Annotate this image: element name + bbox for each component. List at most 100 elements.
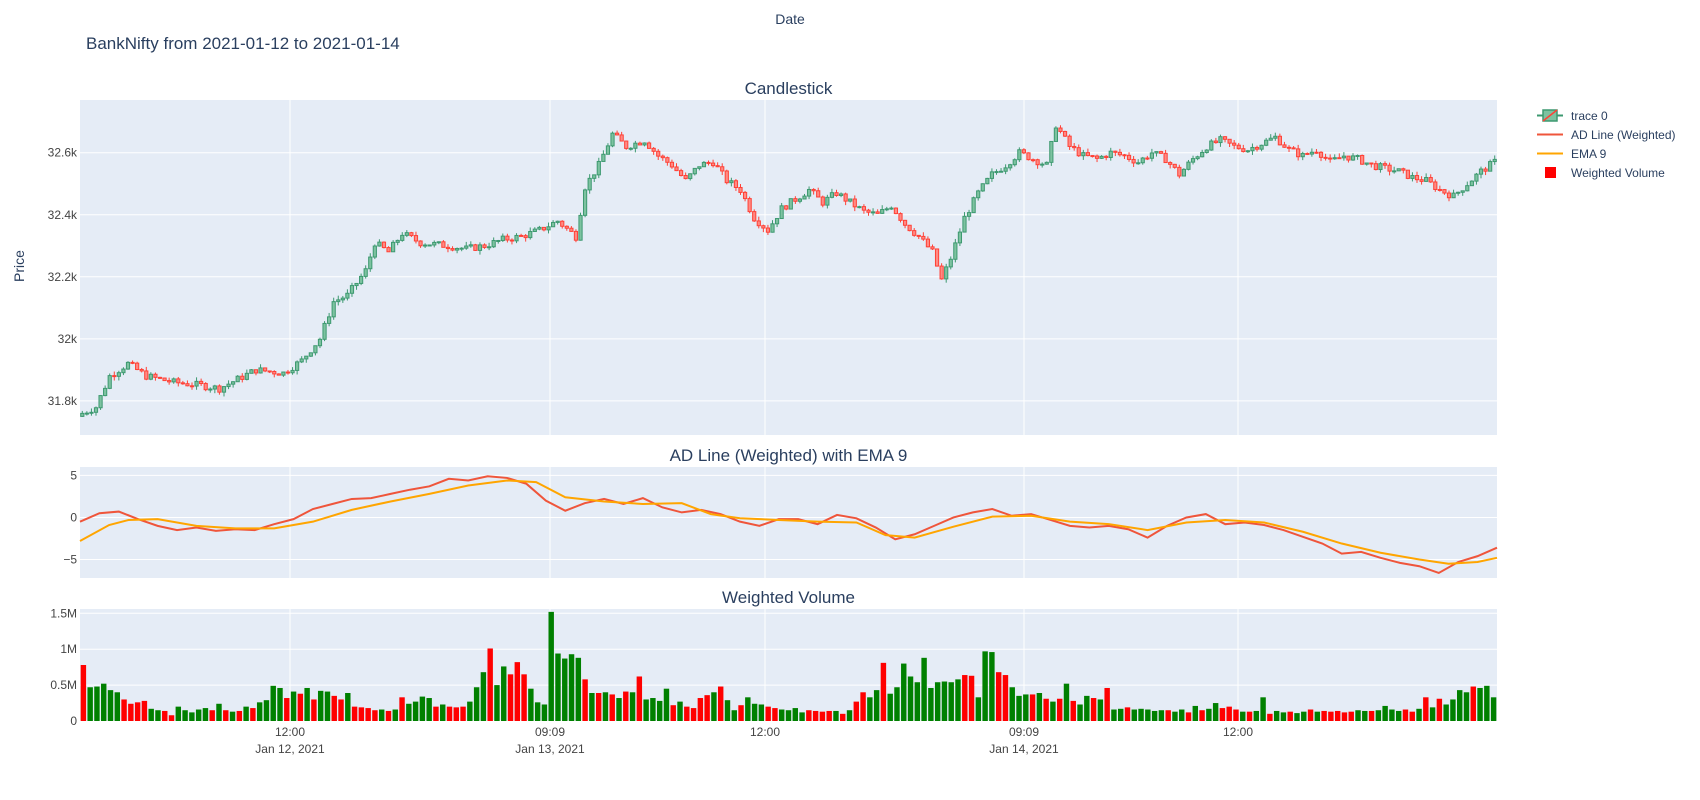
- candle-body: [1273, 135, 1278, 139]
- volume-bar: [1240, 711, 1246, 721]
- y-tick-label: 1.5M: [50, 606, 77, 620]
- candle-body: [1163, 152, 1168, 164]
- volume-bar: [1436, 698, 1443, 721]
- candle-body: [870, 211, 876, 214]
- volume-bar: [1402, 709, 1409, 721]
- legend-item-ema-9[interactable]: EMA 9: [1535, 144, 1676, 163]
- candle-body: [487, 246, 492, 249]
- candle-body: [290, 369, 295, 374]
- candle-body: [1277, 135, 1282, 146]
- y-tick-label: 1M: [60, 642, 77, 656]
- candle-body: [477, 244, 483, 251]
- candle-body: [336, 299, 341, 303]
- volume-bar: [1023, 694, 1029, 721]
- candle-body: [802, 195, 807, 200]
- volume-bar: [182, 710, 188, 721]
- candle-body: [1072, 145, 1077, 149]
- candle-body: [930, 246, 935, 250]
- candle-body: [784, 205, 789, 210]
- candle-body: [1099, 155, 1104, 159]
- volume-bar: [677, 701, 683, 721]
- volume-bar: [263, 700, 270, 721]
- candle-body: [235, 375, 240, 383]
- volume-bar: [243, 706, 249, 721]
- candle-body: [345, 292, 350, 299]
- candle-body: [1241, 148, 1246, 153]
- candle-body: [651, 147, 656, 152]
- candle-body: [829, 192, 835, 198]
- volume-bar: [697, 698, 704, 721]
- candle-body: [720, 166, 725, 172]
- volume-bar: [290, 691, 297, 721]
- y-tick-label: 5: [70, 468, 77, 482]
- volume-bar: [372, 710, 378, 721]
- legend-item-ad-line[interactable]: AD Line (Weighted): [1535, 125, 1676, 144]
- candle-body: [1451, 192, 1456, 199]
- volume-bar: [745, 697, 751, 721]
- candle-body: [1469, 180, 1474, 187]
- candle-body: [391, 241, 396, 253]
- candle-body: [368, 256, 373, 270]
- volume-bar: [121, 699, 127, 721]
- volume-bar: [1307, 709, 1314, 721]
- candle-body: [550, 221, 556, 228]
- volume-bar: [921, 657, 927, 721]
- y-tick-label: 0: [70, 714, 77, 728]
- candle-body: [253, 369, 259, 374]
- volume-bar: [704, 695, 710, 721]
- candle-body: [1008, 164, 1013, 169]
- x-tick-time: 09:09: [535, 725, 565, 739]
- volume-bar: [419, 696, 426, 721]
- candle-body: [313, 345, 318, 354]
- candle-body: [1355, 154, 1360, 157]
- candle-body: [1428, 177, 1433, 183]
- candle-body: [331, 301, 336, 318]
- candle-body: [1154, 151, 1159, 154]
- candle-body: [697, 166, 702, 169]
- candle-body: [1090, 155, 1095, 158]
- volume-bar: [1090, 698, 1097, 721]
- legend-item-trace-0[interactable]: trace 0: [1535, 106, 1676, 125]
- candle-body: [752, 211, 757, 222]
- volume-bar: [521, 674, 527, 721]
- candle-body: [327, 316, 332, 324]
- candle-body: [1172, 163, 1177, 168]
- volume-bar: [114, 692, 121, 721]
- candle-body: [1222, 136, 1228, 140]
- volume-bar: [989, 652, 995, 721]
- volume-bar: [1287, 711, 1293, 721]
- candle-body: [852, 198, 857, 208]
- candle-body: [308, 352, 313, 357]
- volume-bar: [995, 672, 1002, 721]
- candle-body: [1328, 157, 1333, 160]
- candle-body: [153, 373, 158, 378]
- volume-bar: [1280, 712, 1287, 721]
- candle-body: [427, 244, 432, 247]
- volume-bar: [934, 682, 941, 721]
- candle-body: [880, 209, 885, 214]
- volume-bar: [433, 706, 439, 721]
- candle-body: [1232, 142, 1237, 146]
- volume-bar: [494, 685, 500, 721]
- candle-body: [299, 358, 304, 363]
- candle-body: [1108, 150, 1113, 158]
- volume-bar: [80, 665, 87, 721]
- candle-body: [610, 132, 615, 147]
- legend-item-weighted-volume[interactable]: Weighted Volume: [1535, 163, 1676, 182]
- candle-body: [1122, 154, 1127, 157]
- volume-bar: [1056, 698, 1063, 721]
- candle-body: [423, 244, 428, 247]
- candle-body: [925, 238, 931, 248]
- candle-body: [1364, 162, 1369, 165]
- candle-body: [532, 228, 537, 232]
- candle-body: [1373, 163, 1378, 171]
- candle-body: [194, 380, 199, 387]
- bar-legend-icon: [1545, 167, 1556, 178]
- candle-body: [130, 361, 135, 364]
- volume-bar: [1348, 711, 1354, 721]
- candle-body: [199, 380, 204, 385]
- volume-bar: [582, 679, 588, 721]
- volume-bar: [378, 709, 385, 721]
- candle-body: [578, 214, 583, 241]
- candle-body: [1410, 175, 1415, 179]
